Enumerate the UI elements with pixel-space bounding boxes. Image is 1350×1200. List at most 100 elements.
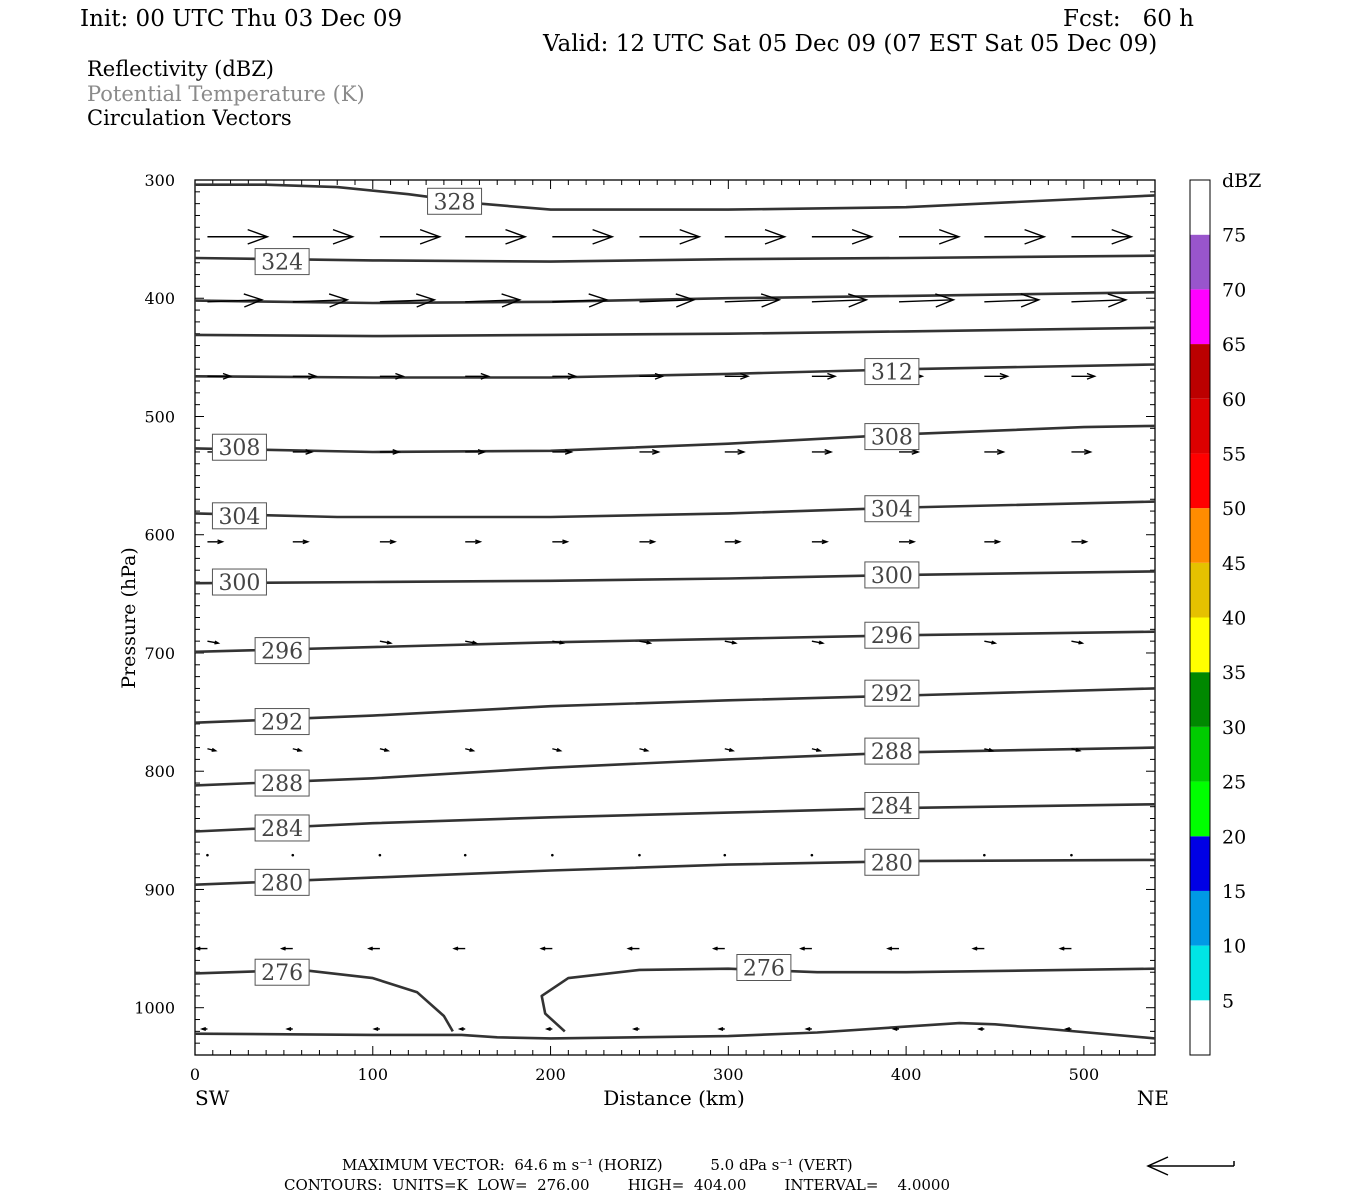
circulation-vector <box>463 853 467 857</box>
x-tick-label: 400 <box>891 1065 922 1084</box>
isentrope-label: 288 <box>254 769 310 797</box>
circulation-vector <box>899 449 921 455</box>
colorbar-segment <box>1190 344 1210 399</box>
x-axis-label: Distance (km) <box>603 1086 745 1110</box>
circulation-vector <box>639 449 661 455</box>
colorbar-level-label: 40 <box>1222 608 1246 630</box>
field-potential-temperature: Potential Temperature (K) <box>87 82 365 106</box>
isentrope-label-text: 308 <box>218 436 260 461</box>
circulation-vector <box>292 747 303 752</box>
circulation-vector <box>544 1026 553 1032</box>
y-tick-label: 900 <box>144 880 175 899</box>
circulation-vector <box>811 640 825 645</box>
circulation-vector <box>292 372 318 380</box>
isentrope-line <box>195 326 1155 338</box>
circulation-vector <box>552 228 615 245</box>
circulation-vector <box>372 1026 380 1032</box>
circulation-vector <box>811 747 823 752</box>
circulation-vector <box>379 293 437 308</box>
circulation-vector <box>552 539 570 545</box>
x-tick-label: 500 <box>1069 1065 1100 1084</box>
isentrope-label-text: 324 <box>261 251 303 276</box>
isentrope-label: 280 <box>254 868 310 896</box>
isentrope-label-text: 300 <box>218 571 260 596</box>
isentrope-label: 300 <box>211 568 267 596</box>
isentrope-label-text: 284 <box>871 795 913 820</box>
circulation-vector <box>723 853 727 857</box>
colorbar-level-label: 15 <box>1222 881 1246 903</box>
isentrope-line <box>195 858 1155 886</box>
circulation-vector <box>811 449 834 455</box>
circulation-vector <box>724 293 782 308</box>
circulation-vector <box>1070 853 1073 857</box>
isentrope-line <box>195 500 1155 519</box>
colorbar-level-label: 50 <box>1222 498 1246 520</box>
isentrope-label: 292 <box>254 708 310 736</box>
circulation-vector <box>551 853 554 857</box>
colorbar-level-label: 5 <box>1222 990 1234 1012</box>
isentrope-label-text: 304 <box>218 505 260 530</box>
circulation-vector <box>724 372 750 380</box>
circulation-vector <box>552 640 566 645</box>
circulation-vector <box>379 228 442 245</box>
circulation-vector <box>711 946 725 951</box>
isentrope-label-text: 304 <box>871 498 913 523</box>
forecast-hour: Fcst: 60 h <box>1063 6 1194 32</box>
colorbar-segment <box>1190 945 1210 1001</box>
colorbar-level-label: 25 <box>1222 772 1246 794</box>
circulation-vector <box>292 293 350 308</box>
circulation-vector <box>552 372 578 380</box>
isentrope-line <box>195 630 1155 654</box>
circulation-vector <box>638 853 641 857</box>
isentrope-label: 304 <box>864 495 920 523</box>
circulation-vector <box>984 372 1010 380</box>
circulation-vector <box>199 1026 208 1032</box>
contour-labels: 328 324 312 308 308 304 304 300 300 296 296 292 292 2… <box>211 187 920 986</box>
colorbar-segment <box>1190 781 1210 837</box>
colorbar-segment <box>1190 726 1210 782</box>
isentrope-label: 292 <box>864 679 920 707</box>
x-left-end-label: SW <box>195 1086 230 1110</box>
colorbar-segment <box>1190 453 1210 509</box>
circulation-vector <box>984 449 1006 455</box>
circulation-vector <box>1071 449 1093 455</box>
isentrope-label-text: 300 <box>871 564 913 589</box>
isentrope-label-text: 280 <box>261 871 303 896</box>
circulation-vector <box>292 228 355 245</box>
circulation-vector <box>379 640 393 645</box>
circulation-vector <box>717 1026 725 1032</box>
isentrope-label: 304 <box>211 502 267 530</box>
isentrope-label-text: 312 <box>871 361 913 386</box>
circulation-vector <box>1071 228 1134 245</box>
y-tick-label: 1000 <box>134 999 175 1018</box>
circulation-vector <box>811 372 838 380</box>
isentrope-label-text: 276 <box>743 957 785 982</box>
colorbar-level-label: 10 <box>1222 936 1246 958</box>
circulation-vector <box>984 228 1047 245</box>
isentrope-line <box>195 254 1155 263</box>
circulation-vector <box>811 293 869 308</box>
isentrope-label: 280 <box>864 848 920 876</box>
colorbar-segment <box>1190 398 1210 454</box>
circulation-vector <box>457 1026 466 1032</box>
circulation-vector <box>1058 946 1072 951</box>
axis-ticks <box>194 179 1156 1056</box>
colorbar-level-label: 60 <box>1222 389 1246 411</box>
colorbar-segment <box>1190 234 1210 290</box>
reference-vector-arrow <box>1146 1156 1235 1176</box>
circulation-vector <box>1071 539 1089 545</box>
circulation-vector <box>207 372 233 380</box>
isentrope-label-text: 280 <box>871 851 913 876</box>
colorbar-segment <box>1190 672 1210 727</box>
y-tick-label: 700 <box>144 644 175 663</box>
circulation-vector <box>898 293 956 308</box>
circulation-vector <box>207 640 221 645</box>
colorbar-segment <box>1190 289 1210 345</box>
isentrope-line <box>540 967 1155 1033</box>
colorbar-level-label: 20 <box>1222 826 1246 848</box>
circulation-vector <box>639 640 653 645</box>
colorbar-segment <box>1190 617 1210 673</box>
circulation-vector <box>724 449 746 455</box>
colorbar-frame <box>1189 179 1211 1056</box>
